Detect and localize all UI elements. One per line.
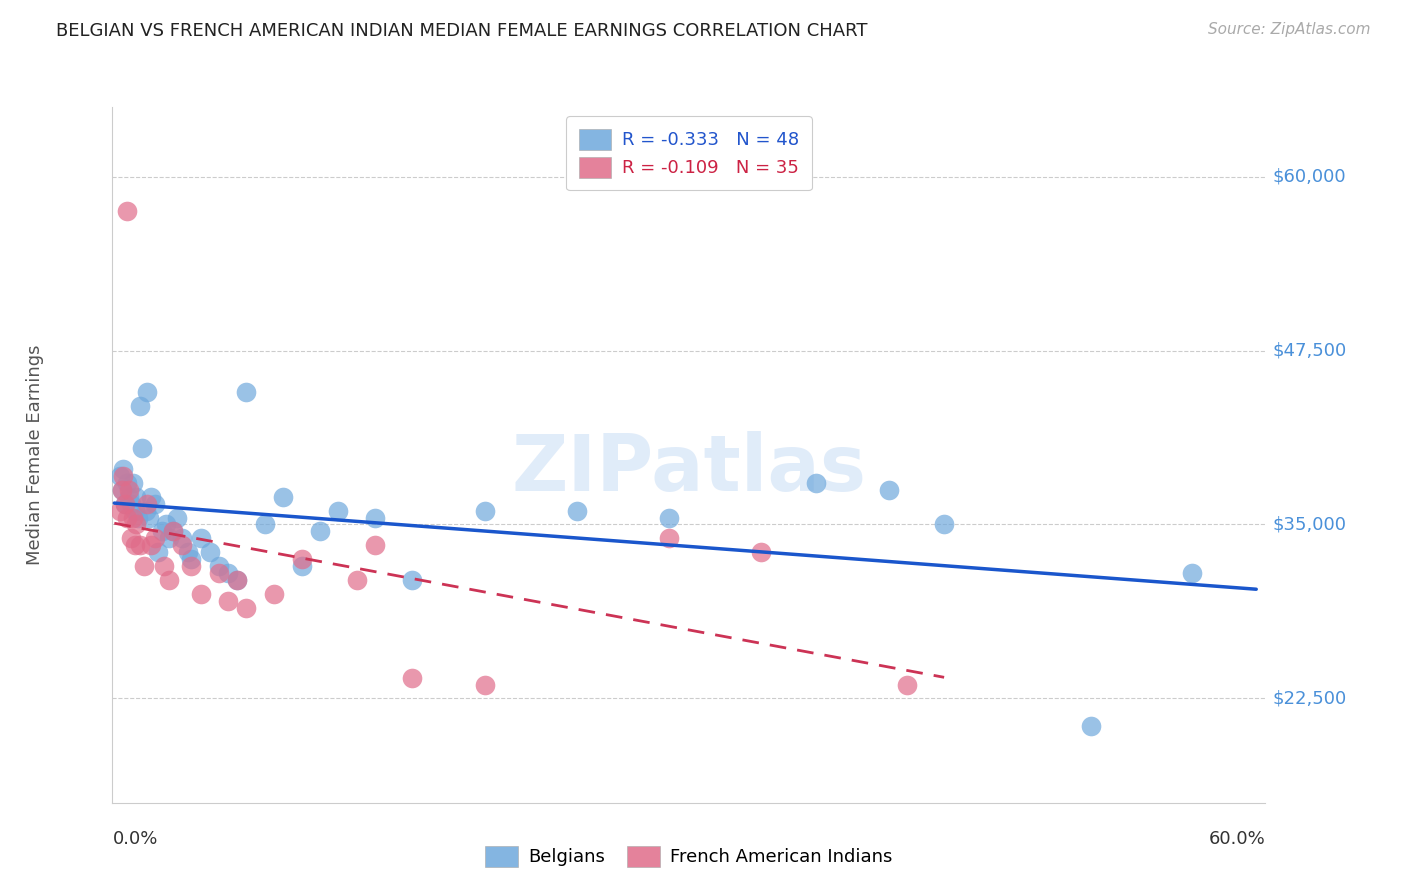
Point	[120, 532, 142, 546]
Point	[932, 517, 955, 532]
Text: Source: ZipAtlas.com: Source: ZipAtlas.com	[1208, 22, 1371, 37]
Point	[208, 559, 231, 574]
Text: 60.0%: 60.0%	[1209, 830, 1265, 847]
Point	[263, 587, 285, 601]
Point	[290, 559, 312, 574]
Point	[804, 475, 827, 490]
Point	[235, 385, 257, 400]
Point	[235, 601, 257, 615]
Text: $22,500: $22,500	[1272, 690, 1347, 707]
Point	[290, 552, 312, 566]
Point	[172, 532, 194, 546]
Point	[155, 517, 177, 532]
Point	[112, 468, 135, 483]
Point	[135, 503, 157, 517]
Point	[157, 573, 180, 587]
Point	[127, 510, 149, 524]
Point	[565, 503, 588, 517]
Point	[877, 483, 900, 497]
Point	[118, 483, 141, 497]
Point	[115, 475, 138, 490]
Point	[162, 524, 184, 539]
Text: 0.0%: 0.0%	[112, 830, 157, 847]
Point	[148, 545, 170, 559]
Point	[328, 503, 350, 517]
Point	[271, 490, 294, 504]
Point	[217, 594, 239, 608]
Point	[136, 497, 159, 511]
Point	[136, 385, 159, 400]
Point	[226, 573, 249, 587]
Point	[180, 552, 202, 566]
Point	[114, 497, 136, 511]
Point	[208, 566, 231, 581]
Point	[166, 510, 188, 524]
Point	[125, 490, 148, 504]
Text: ZIPatlas: ZIPatlas	[512, 431, 866, 507]
Point	[474, 503, 496, 517]
Text: Median Female Earnings: Median Female Earnings	[27, 344, 44, 566]
Point	[658, 532, 681, 546]
Point	[226, 573, 249, 587]
Point	[124, 538, 146, 552]
Point	[115, 204, 138, 219]
Point	[139, 490, 162, 504]
Point	[115, 510, 138, 524]
Point	[111, 483, 134, 497]
Point	[749, 545, 772, 559]
Point	[346, 573, 368, 587]
Point	[112, 462, 135, 476]
Point	[474, 677, 496, 691]
Point	[129, 399, 152, 413]
Point	[121, 475, 143, 490]
Point	[364, 538, 387, 552]
Text: $60,000: $60,000	[1272, 168, 1346, 186]
Point	[139, 538, 162, 552]
Text: BELGIAN VS FRENCH AMERICAN INDIAN MEDIAN FEMALE EARNINGS CORRELATION CHART: BELGIAN VS FRENCH AMERICAN INDIAN MEDIAN…	[56, 22, 868, 40]
Point	[157, 532, 180, 546]
Point	[172, 538, 194, 552]
Point	[309, 524, 332, 539]
Point	[143, 532, 166, 546]
Point	[1181, 566, 1204, 581]
Point	[143, 497, 166, 511]
Point	[1080, 719, 1102, 733]
Point	[217, 566, 239, 581]
Point	[120, 497, 142, 511]
Point	[401, 573, 423, 587]
Point	[190, 532, 212, 546]
Point	[896, 677, 918, 691]
Point	[190, 587, 212, 601]
Point	[153, 559, 176, 574]
Point	[108, 468, 131, 483]
Point	[138, 510, 160, 524]
Point	[401, 671, 423, 685]
Point	[114, 497, 136, 511]
Point	[108, 503, 131, 517]
Text: $47,500: $47,500	[1272, 342, 1347, 359]
Point	[180, 559, 202, 574]
Point	[121, 510, 143, 524]
Point	[125, 517, 148, 532]
Point	[177, 545, 200, 559]
Point	[253, 517, 276, 532]
Point	[111, 483, 134, 497]
Point	[118, 490, 141, 504]
Point	[132, 559, 155, 574]
Legend: Belgians, French American Indians: Belgians, French American Indians	[478, 838, 900, 874]
Point	[198, 545, 221, 559]
Point	[364, 510, 387, 524]
Point	[150, 524, 173, 539]
Point	[129, 538, 152, 552]
Point	[658, 510, 681, 524]
Point	[162, 524, 184, 539]
Text: $35,000: $35,000	[1272, 516, 1347, 533]
Point	[131, 441, 153, 455]
Point	[124, 503, 146, 517]
